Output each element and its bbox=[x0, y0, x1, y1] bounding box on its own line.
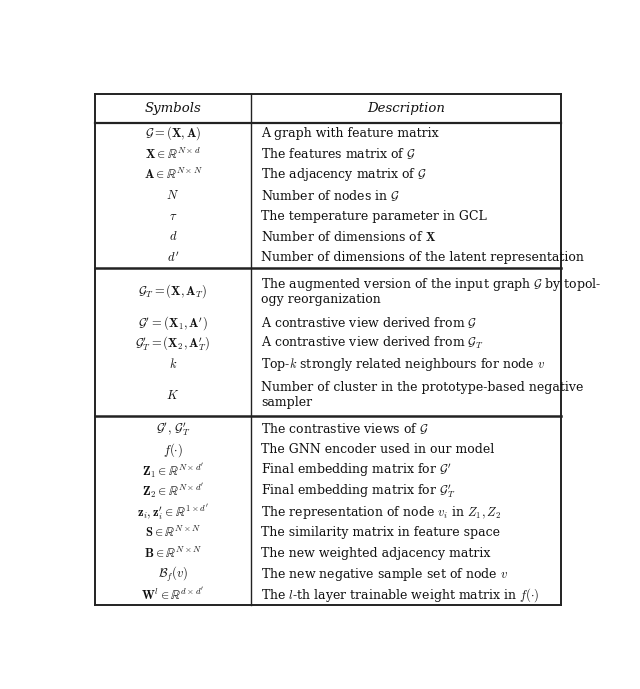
Text: $d'$: $d'$ bbox=[167, 250, 179, 265]
Text: $\mathbf{Z}_1 \in \mathbb{R}^{N\times d'}$: $\mathbf{Z}_1 \in \mathbb{R}^{N\times d'… bbox=[142, 462, 204, 480]
Text: Number of dimensions of the latent representation: Number of dimensions of the latent repre… bbox=[261, 251, 584, 264]
Text: $\mathbf{S} \in \mathbb{R}^{N\times N}$: $\mathbf{S} \in \mathbb{R}^{N\times N}$ bbox=[145, 525, 201, 540]
Text: $\mathbf{Z}_2 \in \mathbb{R}^{N\times d'}$: $\mathbf{Z}_2 \in \mathbb{R}^{N\times d'… bbox=[142, 482, 204, 500]
Text: $\tau$: $\tau$ bbox=[169, 209, 177, 223]
Text: A contrastive view derived from $\mathcal{G}_T$: A contrastive view derived from $\mathca… bbox=[261, 336, 484, 351]
Text: Number of dimensions of $\mathbf{X}$: Number of dimensions of $\mathbf{X}$ bbox=[261, 230, 436, 244]
Text: Final embedding matrix for $\mathcal{G}'$: Final embedding matrix for $\mathcal{G}'… bbox=[261, 462, 452, 480]
Text: Final embedding matrix for $\mathcal{G}_T'$: Final embedding matrix for $\mathcal{G}_… bbox=[261, 482, 456, 500]
Text: $\mathcal{G}_T = (\mathbf{X}, \mathbf{A}_T)$: $\mathcal{G}_T = (\mathbf{X}, \mathbf{A}… bbox=[138, 282, 208, 300]
Text: The temperature parameter in GCL: The temperature parameter in GCL bbox=[261, 209, 487, 223]
Text: The adjacency matrix of $\mathcal{G}$: The adjacency matrix of $\mathcal{G}$ bbox=[261, 166, 427, 183]
Text: $\mathbf{B} \in \mathbb{R}^{N\times N}$: $\mathbf{B} \in \mathbb{R}^{N\times N}$ bbox=[144, 546, 202, 561]
Text: $\mathbf{W}^l \in \mathbb{R}^{d\times d'}$: $\mathbf{W}^l \in \mathbb{R}^{d\times d'… bbox=[141, 587, 205, 603]
Text: $\mathcal{G} = (\mathbf{X}, \mathbf{A})$: $\mathcal{G} = (\mathbf{X}, \mathbf{A})$ bbox=[145, 125, 201, 142]
Text: $\mathcal{B}_f(v)$: $\mathcal{B}_f(v)$ bbox=[158, 565, 188, 584]
Text: The similarity matrix in feature space: The similarity matrix in feature space bbox=[261, 526, 500, 539]
Text: $K$: $K$ bbox=[166, 389, 180, 402]
Text: The new negative sample set of node $v$: The new negative sample set of node $v$ bbox=[261, 566, 508, 583]
Text: Symbols: Symbols bbox=[145, 102, 202, 115]
Text: Description: Description bbox=[367, 102, 445, 115]
Text: $k$: $k$ bbox=[169, 357, 177, 371]
Text: Number of cluster in the prototype-based negative: Number of cluster in the prototype-based… bbox=[261, 381, 584, 394]
Text: $N$: $N$ bbox=[166, 189, 179, 202]
Text: A contrastive view derived from $\mathcal{G}$: A contrastive view derived from $\mathca… bbox=[261, 316, 477, 330]
Text: Top-$k$ strongly related neighbours for node $v$: Top-$k$ strongly related neighbours for … bbox=[261, 356, 545, 373]
Text: The features matrix of $\mathcal{G}$: The features matrix of $\mathcal{G}$ bbox=[261, 147, 416, 161]
Text: The $l$-th layer trainable weight matrix in $f(\cdot)$: The $l$-th layer trainable weight matrix… bbox=[261, 586, 540, 604]
Text: $d$: $d$ bbox=[169, 230, 177, 243]
Text: sampler: sampler bbox=[261, 396, 312, 409]
Text: Number of nodes in $\mathcal{G}$: Number of nodes in $\mathcal{G}$ bbox=[261, 188, 400, 203]
Text: ogy reorganization: ogy reorganization bbox=[261, 293, 381, 305]
Text: The contrastive views of $\mathcal{G}$: The contrastive views of $\mathcal{G}$ bbox=[261, 422, 429, 437]
Text: The new weighted adjacency matrix: The new weighted adjacency matrix bbox=[261, 547, 490, 560]
Text: $\mathcal{G}_T' = (\mathbf{X}_2, \mathbf{A}_T')$: $\mathcal{G}_T' = (\mathbf{X}_2, \mathbf… bbox=[136, 335, 211, 352]
Text: $\mathcal{G}' = (\mathbf{X}_1, \mathbf{A}')$: $\mathcal{G}' = (\mathbf{X}_1, \mathbf{A… bbox=[138, 313, 208, 331]
Text: The GNN encoder used in our model: The GNN encoder used in our model bbox=[261, 444, 494, 456]
Text: The representation of node $v_i$ in $Z_1, Z_2$: The representation of node $v_i$ in $Z_1… bbox=[261, 504, 501, 521]
Text: $\mathcal{G}',\, \mathcal{G}_T'$: $\mathcal{G}',\, \mathcal{G}_T'$ bbox=[156, 420, 191, 438]
Text: A graph with feature matrix: A graph with feature matrix bbox=[261, 127, 438, 140]
Text: $\mathbf{X} \in \mathbb{R}^{N\times d}$: $\mathbf{X} \in \mathbb{R}^{N\times d}$ bbox=[145, 147, 201, 161]
Text: $\mathbf{z}_i, \mathbf{z}_i' \in \mathbb{R}^{1\times d'}$: $\mathbf{z}_i, \mathbf{z}_i' \in \mathbb… bbox=[137, 502, 209, 522]
Text: The augmented version of the input graph $\mathcal{G}$ by topol-: The augmented version of the input graph… bbox=[261, 276, 602, 293]
Text: $\mathbf{A} \in \mathbb{R}^{N\times N}$: $\mathbf{A} \in \mathbb{R}^{N\times N}$ bbox=[143, 167, 202, 183]
Text: $f(\cdot)$: $f(\cdot)$ bbox=[163, 441, 183, 459]
